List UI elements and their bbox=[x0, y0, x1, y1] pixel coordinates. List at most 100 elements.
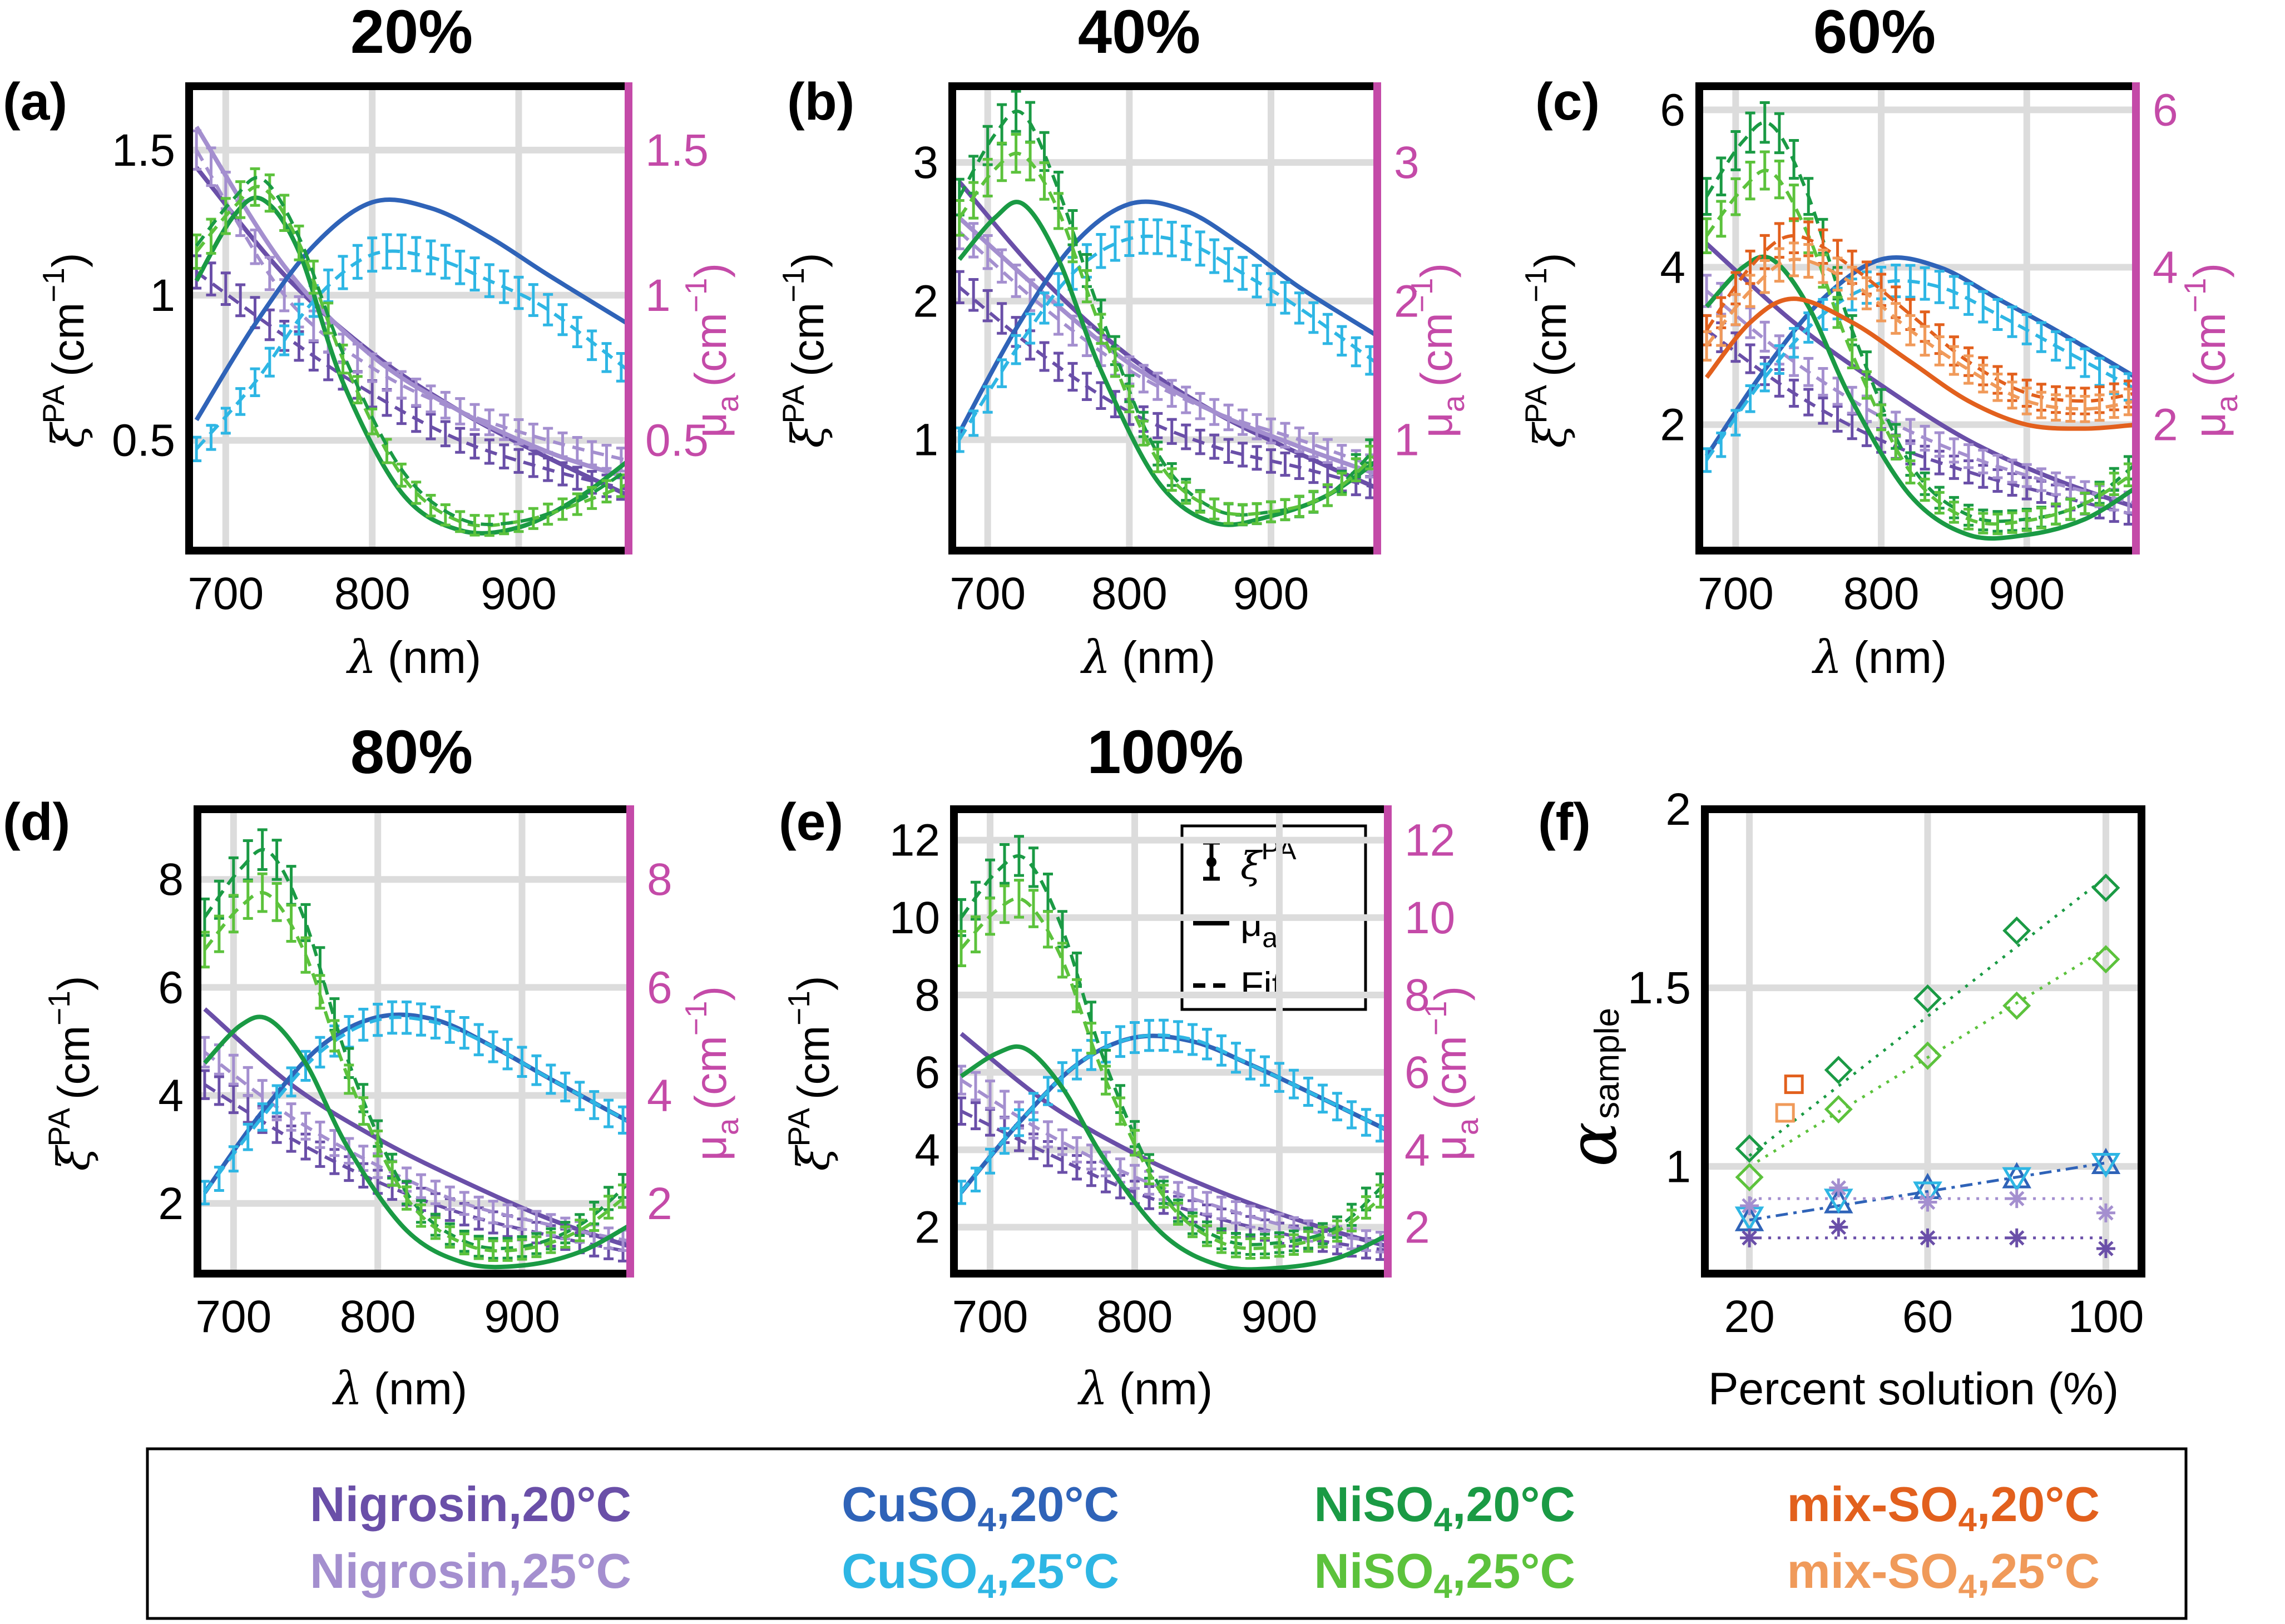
ylabel-cm: (cm bbox=[783, 303, 833, 377]
x-tick-label: 700 bbox=[187, 568, 264, 619]
y-tick-label-right: 1 bbox=[645, 270, 671, 321]
data-point bbox=[1740, 1228, 1759, 1247]
y-tick-label-right: 1.5 bbox=[645, 125, 709, 176]
y-tick-label-right: 0.5 bbox=[645, 415, 709, 466]
left-ylabel: ξPA (cm−1) bbox=[36, 253, 94, 448]
y-tick-label-right: 12 bbox=[1404, 815, 1455, 866]
ylabel-cm: (cm bbox=[686, 1036, 735, 1110]
y-tick-label: 3 bbox=[913, 137, 938, 188]
x-tick-label: 900 bbox=[1242, 1291, 1318, 1342]
series-line bbox=[194, 125, 629, 481]
y-tick-label: 8 bbox=[158, 854, 184, 905]
series-line bbox=[202, 1012, 630, 1194]
series-fit-line bbox=[959, 1033, 1388, 1194]
plot-b: 700 800 900 1 1 2 2 3 3 bbox=[913, 82, 1420, 619]
ylabel-mu: μ bbox=[686, 412, 735, 438]
y-tick-label-right: 2 bbox=[2153, 400, 2178, 450]
legend-text: NiSO bbox=[1314, 1543, 1433, 1598]
y-tick-label: 2 bbox=[913, 276, 938, 326]
main-legend: Nigrosin,20°C Nigrosin,25°C CuSO4,20°C C… bbox=[146, 1447, 2188, 1620]
inset-xi-symbol: ξ bbox=[1240, 844, 1263, 888]
right-ylabel: μa (cm−1) bbox=[2178, 263, 2244, 438]
ylabel-cm: (cm bbox=[2185, 313, 2234, 387]
y-tick-label: 1.5 bbox=[112, 125, 175, 176]
ylabel-mu: μ bbox=[686, 1135, 735, 1161]
plot-a: 700 800 900 0.5 0.5 1 1 1.5 1.5 bbox=[112, 82, 709, 619]
inset-legend-fit: Fit bbox=[1240, 964, 1283, 1007]
asterisk-stroke bbox=[1742, 1198, 1757, 1214]
y-tick-label-right: 6 bbox=[2153, 85, 2178, 135]
ylabel-cm: (cm bbox=[1412, 313, 1461, 387]
error-bars bbox=[954, 270, 1376, 499]
plot-e: 700 800 900 2 2 4 4 6 6 8 8 10 10 12 12 bbox=[889, 805, 1455, 1342]
panel-label: (a) bbox=[3, 72, 67, 131]
legend-subscript: 4 bbox=[978, 1568, 997, 1605]
ylabel-sub-a: a bbox=[1436, 395, 1471, 412]
series-fit-line bbox=[959, 897, 1388, 1250]
ylabel-close: ) bbox=[783, 253, 833, 268]
ylabel-close: ) bbox=[789, 976, 838, 991]
data-point bbox=[2007, 1189, 2026, 1209]
asterisk-stroke bbox=[2009, 1191, 2025, 1206]
fit-line bbox=[1748, 947, 2107, 1168]
ylabel-minus1: −1 bbox=[782, 991, 816, 1026]
panel-d: 80% (d) ξPA(cm−1) μa(cm−1) λ (nm) bbox=[3, 718, 745, 1415]
ylabel-cm: (cm bbox=[789, 1026, 838, 1100]
legend-text: ,20°C bbox=[1452, 1477, 1575, 1532]
data-point bbox=[1824, 1056, 1853, 1085]
data-point bbox=[2091, 873, 2120, 902]
panel-a: 20% (a) ξPA(cm−1) μa(cm−1) λ (nm) bbox=[3, 0, 745, 684]
asterisk-stroke bbox=[1920, 1194, 1936, 1210]
series-fit-line bbox=[195, 176, 629, 526]
data-point bbox=[1735, 1134, 1764, 1163]
ylabel-close: ) bbox=[43, 253, 93, 268]
series-fit-line bbox=[1705, 234, 2136, 403]
ylabel-cm: (cm bbox=[1526, 303, 1575, 377]
xlabel-unit: (nm) bbox=[1119, 1364, 1213, 1414]
error-bars bbox=[1702, 150, 2134, 536]
error-bars bbox=[199, 1036, 629, 1252]
y-tick-label: 4 bbox=[914, 1125, 940, 1175]
x-tick-label: 60 bbox=[1902, 1291, 1953, 1342]
x-tick-label: 800 bbox=[1091, 568, 1168, 619]
ylabel-minus1: −1 bbox=[679, 278, 713, 313]
fit-line bbox=[1749, 1161, 2106, 1222]
xlabel-unit: (nm) bbox=[388, 632, 482, 683]
x-tick-label: 700 bbox=[949, 568, 1026, 619]
panel-title: 60% bbox=[1813, 0, 1936, 66]
series-line bbox=[203, 1007, 630, 1249]
legend-text: ,20°C bbox=[996, 1477, 1119, 1532]
ylabel-xi: ξ bbox=[42, 422, 94, 448]
xlabel: λ (nm) bbox=[1812, 631, 1947, 684]
y-tick-label: 0.5 bbox=[112, 415, 175, 466]
asterisk-stroke bbox=[1742, 1230, 1757, 1246]
y-tick-label-right: 8 bbox=[647, 854, 672, 905]
y-tick-label: 12 bbox=[889, 815, 940, 866]
data-point bbox=[2091, 1152, 2121, 1178]
legend-text: ,25°C bbox=[996, 1543, 1119, 1598]
panel-title: 40% bbox=[1078, 0, 1200, 66]
legend-niso4-25: NiSO4,25°C bbox=[1314, 1543, 1575, 1605]
plot-content bbox=[1702, 101, 2136, 541]
svg-text:ξPA(cm−1): ξPA (cm−1) bbox=[782, 976, 839, 1171]
data-point bbox=[1913, 1181, 1942, 1207]
ylabel-xi: ξ bbox=[1525, 422, 1576, 448]
svg-text:αsample: αsample bbox=[1555, 1008, 1632, 1167]
series-fit-line bbox=[1705, 121, 2136, 523]
legend-subscript: 4 bbox=[1434, 1568, 1453, 1605]
series-line bbox=[957, 199, 1377, 434]
legend-text: ,20°C bbox=[1977, 1477, 2100, 1532]
plot-f: 20 60 100 1 1.5 2 bbox=[1628, 784, 2145, 1342]
ylabel-pa: PA bbox=[36, 385, 71, 424]
plot-content bbox=[956, 835, 1388, 1272]
data-point bbox=[1735, 1163, 1764, 1192]
y-tick-label: 1 bbox=[150, 270, 175, 321]
svg-text:μa(cm−1): μa (cm−1) bbox=[679, 263, 745, 438]
y-tick-label: 8 bbox=[914, 970, 940, 1021]
y-tick-label-right: 4 bbox=[1404, 1125, 1430, 1175]
ylabel-close: ) bbox=[686, 263, 735, 278]
series-line bbox=[203, 1014, 630, 1270]
x-tick-label: 900 bbox=[484, 1291, 560, 1342]
series-fit-line bbox=[959, 854, 1388, 1246]
data-point bbox=[2002, 991, 2031, 1020]
